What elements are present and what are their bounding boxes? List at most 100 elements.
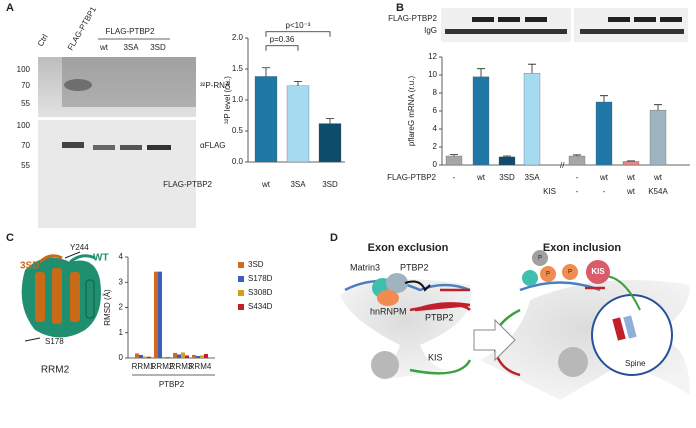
y-axis-label: RMSD (Å): [103, 289, 112, 326]
x-tick-label: wt: [626, 173, 636, 182]
y-tick-label: 4: [119, 252, 124, 261]
y-tick-label: 0: [433, 160, 438, 169]
marker: 55: [21, 99, 30, 108]
y-tick-label: 10: [428, 70, 437, 79]
lane-label: 3SD: [150, 43, 166, 52]
error-bar: [573, 155, 581, 156]
phospho-label: P: [568, 270, 572, 276]
bar: [473, 77, 489, 165]
bar: [177, 354, 181, 358]
x-tick-label: wt: [261, 180, 271, 189]
y-tick-label: 12: [428, 52, 437, 61]
y-tick-label: 6: [433, 106, 438, 115]
error-bar: [654, 105, 662, 110]
panel-letter: A: [6, 2, 14, 14]
axis-break: //: [560, 161, 565, 170]
y-tick-label: 2.0: [232, 33, 244, 42]
phospho-label: P: [538, 256, 542, 262]
structure-label: 3SD: [20, 261, 39, 272]
error-bar: [528, 64, 536, 73]
blot: [441, 8, 688, 42]
bar: [319, 124, 341, 162]
diagram: [340, 250, 690, 400]
marker: 55: [21, 161, 30, 170]
bracket: [266, 46, 298, 51]
bar: [166, 357, 170, 358]
lane-label: wt: [99, 43, 109, 52]
legend-label: S178D: [248, 274, 273, 283]
legend-swatch: [238, 262, 244, 268]
x-tick-label: 3SA: [290, 180, 306, 189]
structure-label: RRM2: [41, 365, 70, 376]
annotation: p=0.36: [270, 35, 295, 44]
diagram-label: PTBP2: [425, 312, 454, 322]
legend-swatch: [238, 304, 244, 310]
x-tick-label: wt: [599, 173, 609, 182]
x-tick-label: -: [576, 187, 579, 196]
bar: [185, 355, 189, 358]
x-tick-label: wt: [653, 173, 663, 182]
y-tick-label: 1.0: [232, 95, 244, 104]
x-axis-label: KIS: [543, 187, 556, 196]
bar: [139, 355, 143, 358]
bar: [499, 157, 515, 165]
diagram-label: KIS: [428, 352, 443, 362]
bar: [446, 156, 462, 165]
panel-letter: C: [6, 232, 14, 244]
marker: 70: [21, 81, 30, 90]
panel-letter: D: [330, 232, 338, 244]
diagram-label: hnRNPM: [370, 306, 407, 316]
y-tick-label: 2: [119, 303, 124, 312]
bar: [192, 355, 196, 358]
structure-label: WT: [93, 253, 109, 264]
error-bar: [450, 155, 458, 156]
x-axis-label: FLAG-PTBP2: [387, 173, 436, 182]
marker: 70: [21, 141, 30, 150]
blot-label: IgG: [424, 26, 437, 35]
error-bar: [600, 96, 608, 102]
diagram-label: KIS: [591, 267, 605, 276]
diagram-label: PTBP2: [400, 262, 429, 272]
x-tick-label: wt: [626, 187, 636, 196]
structure-label: S178: [45, 337, 64, 346]
bar: [154, 272, 158, 358]
panel-letter: B: [396, 2, 404, 14]
diagram-label: Matrin3: [350, 262, 380, 272]
legend-swatch: [238, 276, 244, 282]
x-tick-label: 3SD: [499, 173, 515, 182]
x-tick-label: 3SA: [524, 173, 540, 182]
bar: [143, 356, 147, 358]
bar: [135, 353, 139, 358]
diagram-label: Spine: [625, 359, 646, 368]
diagram-title: Exon exclusion: [368, 242, 449, 254]
bar: [204, 354, 208, 358]
y-axis-label: ³²P level (r.u.): [223, 76, 232, 124]
blot-label: FLAG-PTBP2: [388, 14, 437, 23]
bar: [569, 156, 585, 165]
x-axis-label: PTBP2: [159, 380, 185, 389]
bar: [524, 73, 540, 165]
bar: [255, 76, 277, 162]
y-tick-label: 1.5: [232, 64, 244, 73]
bar: [596, 102, 612, 165]
x-tick-label: -: [576, 173, 579, 182]
error-bar: [477, 69, 485, 77]
y-tick-label: 3: [119, 277, 124, 286]
y-tick-label: 0.5: [232, 126, 244, 135]
lane-label: Ctrl: [36, 33, 50, 48]
lane-label: FLAG-PTBP1: [66, 5, 99, 52]
bar: [287, 86, 309, 162]
bar: [650, 110, 666, 165]
error-bar: [294, 81, 302, 85]
gel-label: αFLAG: [200, 141, 226, 150]
annotation: p<10⁻³: [286, 21, 311, 30]
phospho-label: P: [546, 272, 550, 278]
legend-label: 3SD: [248, 260, 264, 269]
y-tick-label: 2: [433, 142, 438, 151]
x-tick-label: -: [453, 173, 456, 182]
error-bar: [326, 119, 334, 124]
y-tick-label: 1: [119, 328, 124, 337]
lane-group: FLAG-PTBP2: [106, 27, 155, 36]
bar: [196, 356, 200, 358]
x-tick-label: K54A: [648, 187, 668, 196]
